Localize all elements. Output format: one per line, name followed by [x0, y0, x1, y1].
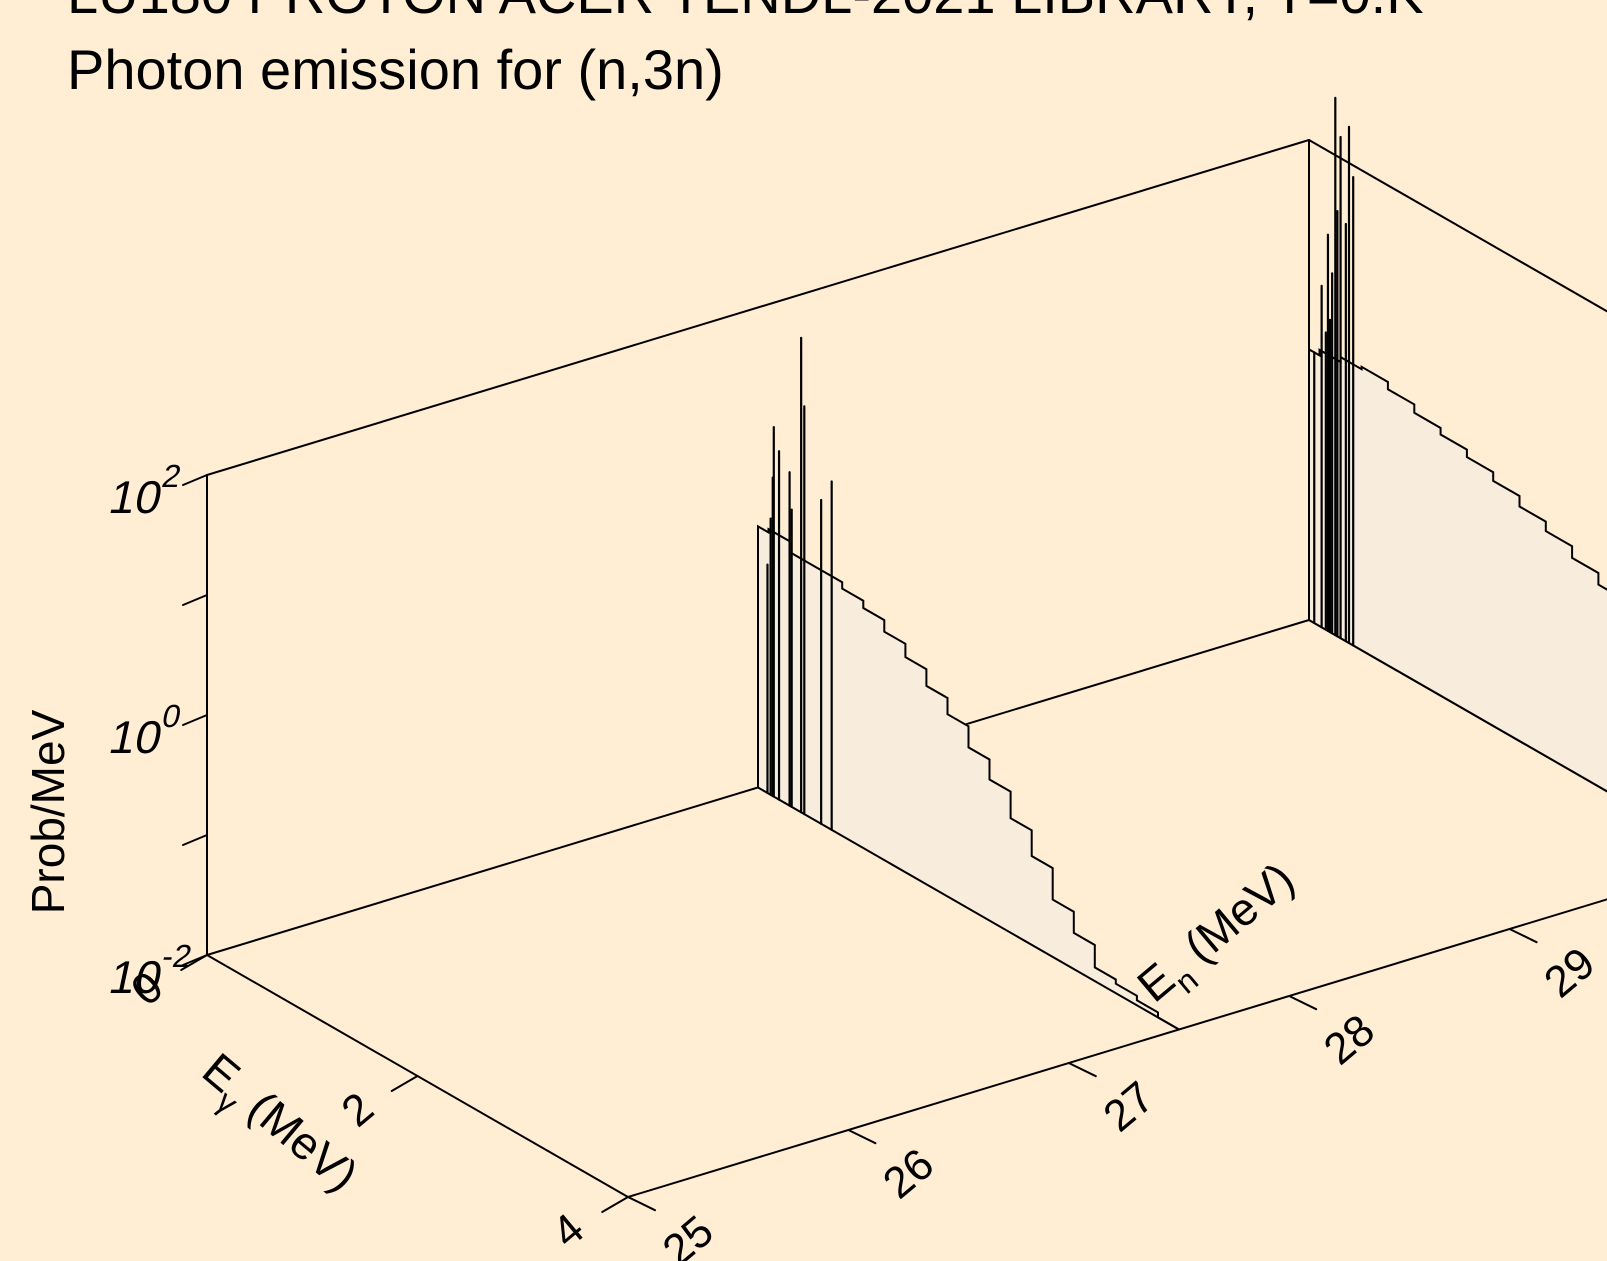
data-slices — [757, 96, 1607, 1031]
back-wall-top-edge — [206, 139, 1310, 476]
floor-front-edge — [627, 898, 1607, 1198]
x-tick — [1508, 928, 1538, 944]
z-tick-exponent: 0 — [159, 698, 184, 734]
x-tick — [627, 1196, 656, 1212]
z-tick-base: 10 — [105, 471, 167, 522]
y-tick-label: 4 — [543, 1204, 593, 1257]
slice-0 — [757, 336, 1180, 1031]
z-tick-exponent: 2 — [159, 458, 184, 494]
x-axis-title: En (MeV) — [1127, 852, 1311, 1020]
z-tick-exponent: -2 — [159, 938, 195, 974]
x-tick-label: 28 — [1315, 1005, 1384, 1074]
z-tick-label: 100 — [105, 698, 185, 763]
y-tick — [390, 1075, 419, 1092]
y-tick — [601, 1196, 629, 1213]
right-wall-top-edge — [1308, 139, 1607, 313]
x-tick — [847, 1129, 877, 1145]
z-tick — [182, 714, 208, 726]
slice-continuum-fill — [1309, 349, 1607, 792]
x-tick — [1288, 995, 1318, 1011]
chart-title: LU180 PROTON ACER TENDL-2021 LIBRARY, T=… — [67, 0, 1424, 22]
y-tick-label: 2 — [333, 1083, 383, 1136]
z-tick — [182, 954, 208, 966]
z-axis-title: Prob/MeV — [22, 709, 74, 914]
z-tick — [182, 594, 208, 606]
x-tick-label: 29 — [1535, 938, 1604, 1007]
y-axis-title: Eγ (MeV) — [186, 1043, 368, 1210]
z-tick — [182, 474, 208, 486]
slice-continuum-line — [757, 524, 1180, 1031]
slice-continuum-line — [1308, 347, 1607, 620]
z-tick-base: 10 — [105, 951, 167, 1002]
chart-subtitle: Photon emission for (n,3n) — [67, 38, 724, 101]
z-tick-label: 102 — [105, 458, 185, 523]
slice-baseline — [757, 786, 1180, 1031]
z-tick — [182, 834, 208, 846]
x-tick — [1067, 1062, 1097, 1078]
slice-continuum-fill — [758, 526, 1179, 1030]
x-tick-label: 25 — [654, 1206, 723, 1261]
slice-baseline — [1308, 619, 1607, 793]
x-tick-label: 27 — [1094, 1072, 1163, 1141]
z-tick-base: 10 — [105, 711, 167, 762]
slice-1 — [1308, 96, 1607, 793]
x-tick-label: 26 — [874, 1139, 943, 1208]
z-tick-label: 10-2 — [105, 938, 195, 1003]
